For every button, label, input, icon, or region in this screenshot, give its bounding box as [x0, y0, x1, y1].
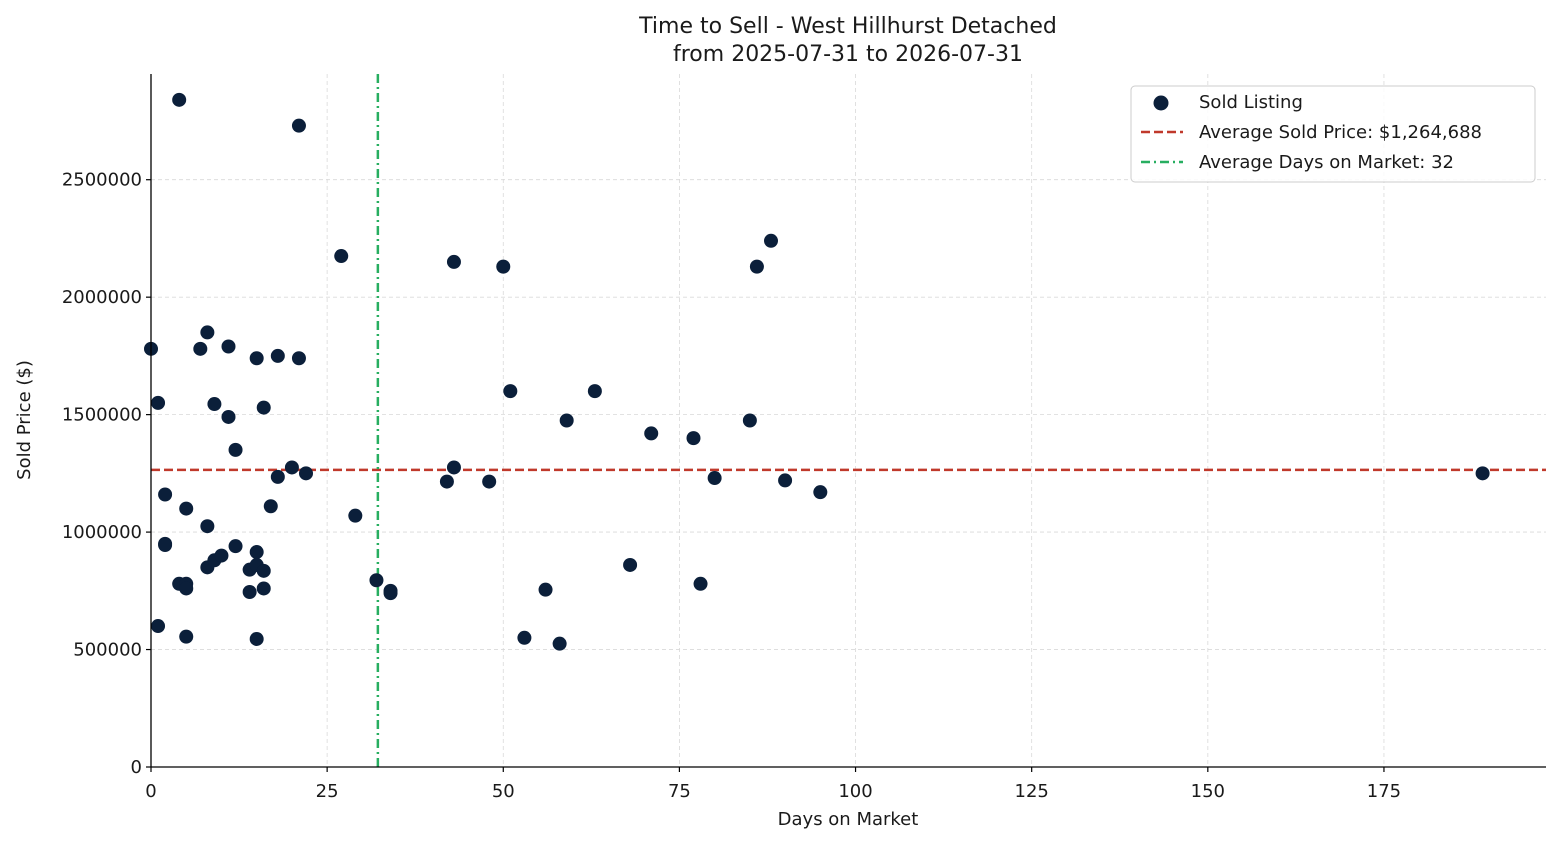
- data-point: [517, 630, 532, 645]
- data-point: [179, 581, 194, 596]
- data-point: [291, 118, 306, 133]
- data-point: [158, 487, 173, 502]
- data-point: [348, 508, 363, 523]
- data-point: [249, 351, 264, 366]
- legend-marker-sold-listing: [1153, 95, 1169, 111]
- axes: [146, 74, 1546, 772]
- x-tick-label: 175: [1367, 781, 1401, 802]
- data-point: [503, 384, 518, 399]
- data-point: [200, 519, 215, 534]
- data-point: [446, 460, 461, 475]
- y-tick-label: 1500000: [62, 405, 142, 426]
- reference-lines: [151, 74, 1546, 767]
- data-point: [158, 538, 173, 553]
- data-point: [263, 499, 278, 514]
- data-point: [200, 325, 215, 340]
- legend-box: [1130, 85, 1536, 183]
- data-point: [559, 413, 574, 428]
- data-point: [151, 619, 166, 634]
- data-point: [439, 474, 454, 489]
- x-tick-label: 100: [838, 781, 872, 802]
- data-point: [813, 485, 828, 500]
- data-point: [552, 636, 567, 651]
- data-point: [214, 548, 229, 563]
- data-point: [693, 576, 708, 591]
- data-point: [707, 471, 722, 486]
- data-point: [179, 629, 194, 644]
- data-point: [179, 501, 194, 516]
- data-point: [369, 573, 384, 588]
- x-tick-label: 0: [145, 781, 156, 802]
- data-point: [299, 466, 313, 481]
- x-tick-label: 150: [1191, 781, 1225, 802]
- x-tick-label: 125: [1015, 781, 1049, 802]
- data-point: [742, 413, 757, 428]
- data-point: [249, 545, 264, 560]
- data-point: [256, 400, 271, 415]
- y-tick-label: 500000: [73, 640, 142, 661]
- x-tick-label: 75: [668, 781, 691, 802]
- x-tick-label: 25: [316, 781, 339, 802]
- data-point: [270, 469, 285, 484]
- data-point: [221, 339, 236, 354]
- data-point: [644, 426, 659, 441]
- y-axis-label: Sold Price ($): [14, 360, 35, 480]
- y-tick-label: 2500000: [62, 170, 142, 191]
- chart-title: Time to Sell - West Hillhurst Detached: [638, 14, 1057, 39]
- data-point: [291, 351, 306, 366]
- data-point: [284, 460, 299, 475]
- data-point: [256, 563, 271, 578]
- legend: Sold Listing Average Sold Price: $1,264,…: [1130, 85, 1536, 183]
- data-point: [538, 582, 553, 597]
- data-point: [383, 586, 398, 601]
- data-point: [228, 539, 243, 554]
- tick-labels: 0 25 50 75 100 125 150 175 0 500000 1000000 1500000…: [62, 170, 1401, 802]
- data-point: [334, 249, 349, 264]
- x-tick-label: 50: [492, 781, 515, 802]
- data-point: [496, 259, 511, 274]
- data-point: [193, 341, 208, 356]
- data-point: [778, 473, 793, 488]
- data-point: [256, 581, 271, 596]
- data-point: [242, 584, 257, 599]
- data-point: [249, 631, 264, 646]
- data-point: [686, 431, 701, 446]
- data-point: [446, 254, 461, 269]
- y-tick-label: 2000000: [62, 287, 142, 308]
- data-points: [144, 92, 1490, 651]
- data-point: [764, 233, 778, 248]
- data-point: [482, 474, 497, 489]
- chart-subtitle: from 2025-07-31 to 2026-07-31: [673, 42, 1023, 67]
- data-point: [749, 259, 764, 274]
- data-point: [207, 397, 222, 412]
- x-axis-label: Days on Market: [778, 809, 919, 830]
- legend-label-avg-price: Average Sold Price: $1,264,688: [1199, 122, 1482, 143]
- data-point: [587, 384, 602, 399]
- y-tick-label: 0: [131, 757, 142, 778]
- legend-label-avg-days: Average Days on Market: 32: [1199, 152, 1454, 173]
- data-point: [151, 395, 166, 410]
- legend-label-sold-listing: Sold Listing: [1199, 92, 1303, 113]
- data-point: [270, 348, 285, 363]
- data-point: [172, 92, 187, 107]
- data-point: [228, 442, 243, 457]
- y-tick-label: 1000000: [62, 522, 142, 543]
- data-point: [1475, 466, 1490, 481]
- data-point: [221, 409, 236, 424]
- data-point: [623, 557, 638, 572]
